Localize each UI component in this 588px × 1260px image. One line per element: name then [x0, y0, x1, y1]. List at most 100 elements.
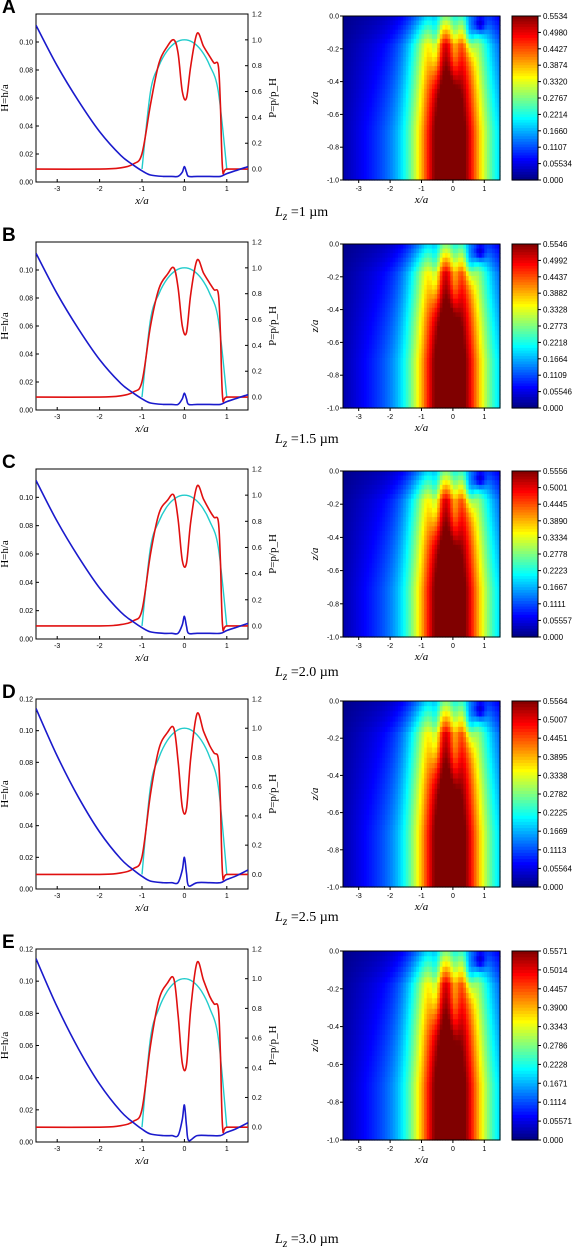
- heatmap-cell: [450, 107, 454, 113]
- heatmap-cell: [363, 93, 368, 99]
- heatmap-cell: [358, 134, 362, 140]
- heatmap-cell: [484, 29, 488, 35]
- heatmap-cell: [445, 321, 449, 327]
- colorbar-segment: [512, 136, 538, 140]
- heatmap-cell: [439, 321, 444, 327]
- heatmap-cell: [445, 38, 449, 44]
- heatmap-cell: [405, 344, 410, 350]
- heatmap-cell: [489, 47, 493, 54]
- heatmap-cell: [387, 61, 391, 67]
- x-axis-label: x/a: [134, 423, 149, 435]
- heatmap-cell: [350, 567, 355, 574]
- heatmap-cell: [345, 357, 349, 364]
- heatmap-cell: [392, 175, 396, 181]
- heatmap-cell: [460, 403, 464, 409]
- heatmap-cell: [348, 498, 352, 504]
- heatmap-cell: [379, 316, 383, 323]
- colorbar-segment: [512, 375, 538, 379]
- heatmap-cell: [379, 280, 383, 286]
- heatmap-cell: [445, 312, 449, 318]
- heatmap-cell: [413, 152, 417, 158]
- heatmap-cell: [343, 586, 347, 592]
- heatmap-cell: [460, 285, 464, 291]
- heatmap-cell: [363, 540, 368, 546]
- colorbar-segment: [512, 315, 538, 319]
- heatmap-cell: [369, 161, 373, 167]
- heatmap-cell: [413, 139, 417, 145]
- heatmap-cell: [397, 353, 402, 359]
- heatmap-cell: [426, 248, 430, 254]
- heatmap-cell: [450, 371, 454, 377]
- heatmap-cell: [411, 143, 415, 149]
- heatmap-cell: [363, 480, 368, 486]
- heatmap-cell: [374, 61, 378, 67]
- heatmap-cell: [486, 38, 491, 44]
- heatmap-cell: [481, 298, 485, 304]
- heatmap-cell: [416, 161, 420, 167]
- heatmap-cell: [486, 88, 491, 95]
- heatmap-cell: [363, 475, 368, 481]
- heatmap-cell: [348, 129, 352, 136]
- heatmap-cell: [416, 166, 420, 172]
- heatmap-cell: [437, 367, 441, 373]
- heatmap-cell: [356, 38, 360, 44]
- heatmap-cell: [492, 271, 496, 277]
- heatmap-cell: [361, 143, 365, 149]
- heatmap-cell: [345, 577, 349, 583]
- heatmap-cell: [397, 362, 402, 368]
- heatmap-cell: [387, 253, 391, 259]
- heatmap-cell: [452, 70, 457, 76]
- heatmap-cell: [418, 125, 423, 131]
- heatmap-cell: [405, 394, 410, 400]
- heatmap-cell: [476, 107, 480, 113]
- heatmap-cell: [416, 52, 420, 58]
- heatmap-cell: [390, 125, 394, 131]
- heatmap-cell: [382, 376, 386, 382]
- heatmap-cell: [348, 88, 352, 95]
- heatmap-cell: [390, 148, 394, 154]
- heatmap-cell: [489, 166, 493, 172]
- heatmap-cell: [481, 129, 485, 136]
- heatmap-cell: [408, 312, 412, 318]
- heatmap-cell: [374, 307, 378, 313]
- heatmap-cell: [465, 66, 470, 72]
- heatmap-cell: [450, 257, 454, 263]
- heatmap-cell: [429, 285, 433, 291]
- heatmap-cell: [343, 70, 347, 76]
- heatmap-cell: [379, 34, 383, 40]
- heatmap-cell: [397, 262, 402, 268]
- heatmap-cell: [481, 389, 485, 395]
- heatmap-cell: [465, 257, 470, 263]
- heatmap-cell: [405, 298, 410, 304]
- heatmap-cell: [416, 403, 420, 409]
- heatmap-cell: [452, 367, 457, 373]
- heatmap-cell: [348, 613, 352, 620]
- heatmap-cell: [489, 289, 493, 295]
- heatmap-cell: [358, 244, 362, 250]
- heatmap-cell: [424, 262, 428, 268]
- heatmap-cell: [489, 266, 493, 272]
- heatmap-cell: [371, 385, 375, 391]
- heatmap-cell: [366, 170, 370, 177]
- heatmap-cell: [439, 389, 444, 395]
- heatmap-cell: [468, 339, 472, 345]
- heatmap-cell: [350, 376, 355, 382]
- heatmap-cell: [400, 285, 404, 291]
- colorbar-segment: [512, 386, 538, 390]
- heatmap-cell: [489, 29, 493, 35]
- heatmap-cell: [358, 161, 362, 167]
- heatmap-cell: [371, 157, 375, 163]
- heatmap-cell: [382, 120, 386, 126]
- y-left-tick-label: 0.10: [19, 40, 33, 47]
- heatmap-cell: [382, 134, 386, 140]
- heatmap-cell: [494, 348, 498, 354]
- heatmap-cell: [481, 253, 485, 259]
- heatmap-cell: [463, 248, 467, 254]
- heatmap-cell: [471, 34, 475, 40]
- heatmap-cell: [371, 316, 375, 323]
- heatmap-cell: [476, 339, 480, 345]
- heatmap-cell: [390, 43, 394, 49]
- heatmap-cell: [371, 166, 375, 172]
- heatmap-cell: [403, 403, 407, 409]
- heatmap-cell: [445, 152, 449, 158]
